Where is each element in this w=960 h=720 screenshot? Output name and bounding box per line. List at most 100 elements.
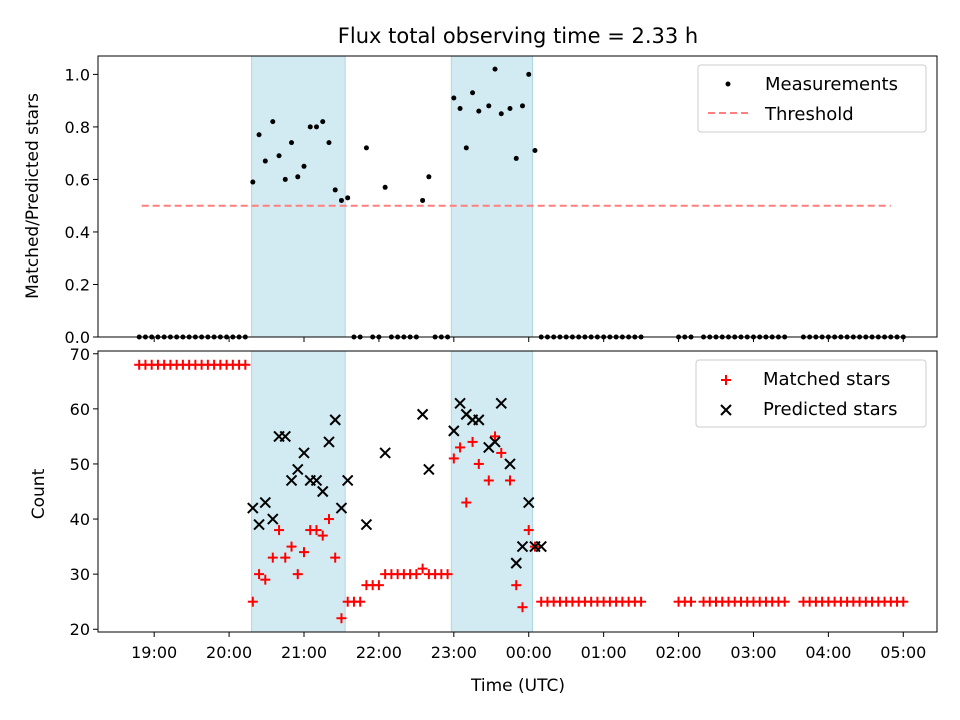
matched-star-point <box>373 580 384 591</box>
bottom-ytick-label: 40 <box>70 510 90 529</box>
bottom-ytick-label: 50 <box>70 455 90 474</box>
bottom-xtick-label: 04:00 <box>805 643 851 662</box>
bottom-xtick-label: 19:00 <box>131 643 177 662</box>
measurement-point <box>532 148 538 154</box>
measurement-point <box>420 197 426 203</box>
predicted-star-point <box>535 540 547 553</box>
matched-star-point <box>417 563 428 574</box>
measurement-point <box>457 106 463 112</box>
matched-star-point <box>317 530 328 541</box>
measurement-point <box>338 197 344 203</box>
legend-predicted-marker <box>720 404 732 416</box>
predicted-star-point <box>317 485 329 498</box>
matched-star-point <box>336 613 347 624</box>
bottom-panel: 20 30 40 50 60 70 19:00 20:00 21:00 22:00 23:00 00… <box>29 345 938 696</box>
matched-star-point <box>467 436 478 447</box>
matched-star-point <box>511 580 522 591</box>
top-ytick-label: 0.2 <box>65 275 90 294</box>
predicted-star-point <box>341 474 354 487</box>
top-shaded-interval <box>251 55 346 338</box>
predicted-star-point <box>267 513 279 525</box>
predicted-star-point <box>247 502 259 514</box>
measurement-point <box>526 71 532 77</box>
bottom-xtick-label: 00:00 <box>506 643 552 662</box>
predicted-star-point <box>489 436 501 448</box>
matched-star-point <box>779 596 790 607</box>
top-ytick-label: 0.0 <box>65 328 90 347</box>
bottom-ylabel: Count <box>29 468 49 519</box>
predicted-star-point <box>516 540 529 553</box>
measurement-point <box>270 119 276 125</box>
top-shaded-interval <box>450 55 533 338</box>
legend-matched-label: Matched stars <box>763 369 890 390</box>
top-panel: 0.0 0.2 0.4 0.6 0.8 1.0 Matched/Predicted sta… <box>23 55 938 347</box>
top-ylabel: Matched/Predicted stars <box>23 93 43 299</box>
matched-star-point <box>517 602 528 613</box>
predicted-star-point <box>523 496 535 509</box>
chart-title: Flux total observing time = 2.33 h <box>338 24 698 48</box>
matched-star-point <box>461 497 472 508</box>
matched-star-point <box>311 525 322 536</box>
legend-threshold-label: Threshold <box>764 104 854 125</box>
measurement-point <box>256 132 262 138</box>
matched-star-point <box>355 596 366 607</box>
predicted-star-point <box>510 557 522 569</box>
legend-measurements-marker <box>725 81 731 87</box>
matched-star-point <box>686 596 697 607</box>
matched-star-point <box>299 547 310 558</box>
measurement-point <box>463 145 469 151</box>
predicted-star-point <box>259 496 272 509</box>
predicted-star-point <box>323 436 335 448</box>
matched-star-point <box>483 475 494 486</box>
bottom-xtick-label: 21:00 <box>281 643 327 662</box>
measurement-point <box>492 66 498 72</box>
matched-star-point <box>473 458 484 469</box>
measurement-point <box>320 119 326 125</box>
matched-star-point <box>505 475 516 486</box>
top-ytick-label: 0.4 <box>65 223 90 242</box>
measurement-point <box>426 174 432 180</box>
measurement-point <box>382 184 388 190</box>
bottom-xtick-label: 03:00 <box>730 643 776 662</box>
measurement-point <box>295 174 301 180</box>
matched-star-point <box>496 447 507 458</box>
measurement-point <box>513 155 519 161</box>
matched-star-point <box>898 596 909 607</box>
matched-star-point <box>636 596 647 607</box>
matched-star-point <box>523 525 534 536</box>
legend-plus-glyph <box>721 375 731 385</box>
measurement-point <box>250 179 256 185</box>
bottom-xtick-label: 01:00 <box>581 643 627 662</box>
measurement-point <box>519 103 525 109</box>
matched-star-point <box>411 569 422 580</box>
top-legend: Measurements Threshold <box>697 64 927 133</box>
matched-star-point <box>274 525 285 536</box>
legend-predicted-label: Predicted stars <box>763 399 897 420</box>
x-axis-label: Time (UTC) <box>470 676 565 696</box>
bottom-shaded-interval <box>251 350 346 633</box>
measurement-point <box>332 187 338 193</box>
predicted-star-point <box>310 474 323 487</box>
matched-star-point <box>448 453 459 464</box>
bottom-ytick-label: 70 <box>70 345 90 364</box>
predicted-star-point <box>448 425 460 437</box>
top-ytick-label: 1.0 <box>65 65 90 84</box>
measurement-point <box>289 140 295 146</box>
measurement-point <box>476 108 482 114</box>
bottom-xtick-label: 02:00 <box>656 643 702 662</box>
predicted-star-point <box>292 463 304 476</box>
top-legend-box <box>697 64 927 133</box>
predicted-star-point <box>335 502 348 514</box>
measurement-point <box>307 124 313 130</box>
matched-star-point <box>260 574 271 585</box>
predicted-star-point <box>473 414 485 426</box>
bottom-legend: Matched stars Predicted stars <box>695 359 927 428</box>
measurement-point <box>282 176 288 182</box>
measurement-point <box>507 106 513 112</box>
matched-star-point <box>292 569 303 580</box>
measurement-point <box>345 195 351 201</box>
matched-star-point <box>254 569 265 580</box>
bottom-plot-frame <box>97 350 938 633</box>
measurement-point <box>313 124 319 130</box>
